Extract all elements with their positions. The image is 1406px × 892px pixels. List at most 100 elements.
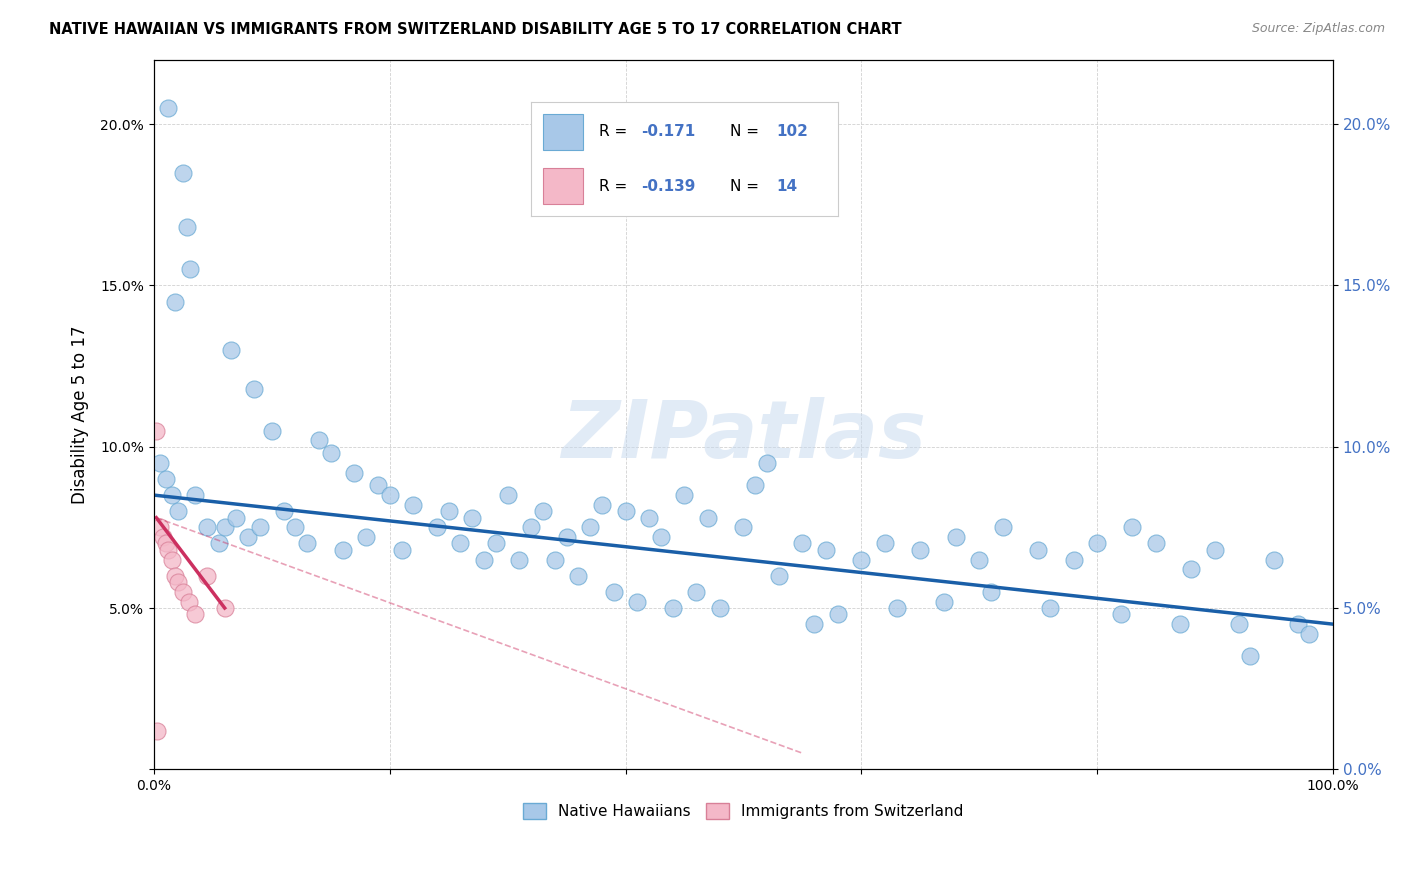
Point: [873, 536, 896, 550]
Point: [155, 536, 177, 550]
Point: [208, 536, 231, 550]
Point: [145, 424, 167, 438]
Point: [1144, 536, 1167, 550]
Point: [165, 294, 187, 309]
Point: [579, 520, 602, 534]
Point: [508, 552, 530, 566]
Point: [273, 504, 295, 518]
Point: [391, 543, 413, 558]
Point: [1085, 536, 1108, 550]
Point: [638, 510, 661, 524]
Point: [179, 262, 201, 277]
Point: [461, 510, 484, 524]
Point: [184, 488, 207, 502]
Point: [697, 510, 720, 524]
Point: [1239, 649, 1261, 664]
Point: [238, 530, 260, 544]
Point: [709, 601, 731, 615]
Text: Source: ZipAtlas.com: Source: ZipAtlas.com: [1251, 22, 1385, 36]
Point: [991, 520, 1014, 534]
Point: [437, 504, 460, 518]
Point: [744, 478, 766, 492]
Point: [152, 530, 174, 544]
Point: [378, 488, 401, 502]
Point: [172, 585, 194, 599]
Point: [531, 504, 554, 518]
Point: [319, 446, 342, 460]
Point: [851, 552, 873, 566]
Point: [402, 498, 425, 512]
Point: [792, 536, 814, 550]
Point: [1039, 601, 1062, 615]
Point: [426, 520, 449, 534]
Point: [814, 543, 837, 558]
Text: NATIVE HAWAIIAN VS IMMIGRANTS FROM SWITZERLAND DISABILITY AGE 5 TO 17 CORRELATIO: NATIVE HAWAIIAN VS IMMIGRANTS FROM SWITZ…: [49, 22, 901, 37]
Point: [768, 568, 790, 582]
Point: [157, 543, 180, 558]
Point: [308, 434, 330, 448]
Point: [284, 520, 307, 534]
Point: [485, 536, 508, 550]
Point: [1168, 617, 1191, 632]
Point: [1263, 552, 1285, 566]
Point: [932, 594, 955, 608]
Point: [733, 520, 755, 534]
Point: [165, 568, 187, 582]
Point: [650, 530, 672, 544]
Point: [195, 568, 218, 582]
Point: [910, 543, 932, 558]
Point: [343, 466, 366, 480]
Point: [1026, 543, 1049, 558]
Point: [243, 382, 266, 396]
Point: [249, 520, 271, 534]
Point: [803, 617, 825, 632]
Point: [1180, 562, 1202, 576]
Point: [945, 530, 967, 544]
Point: [980, 585, 1002, 599]
Point: [354, 530, 377, 544]
Text: ZIPatlas: ZIPatlas: [561, 397, 927, 475]
Point: [260, 424, 283, 438]
Point: [661, 601, 683, 615]
Point: [614, 504, 637, 518]
Point: [1063, 552, 1085, 566]
Point: [166, 575, 188, 590]
Point: [297, 536, 319, 550]
Point: [214, 601, 236, 615]
Point: [149, 520, 172, 534]
Point: [149, 456, 172, 470]
Point: [591, 498, 613, 512]
Point: [179, 594, 201, 608]
Point: [160, 488, 183, 502]
Point: [1121, 520, 1143, 534]
Point: [685, 585, 707, 599]
Point: [496, 488, 519, 502]
Point: [195, 520, 218, 534]
Point: [155, 472, 177, 486]
Point: [1109, 607, 1132, 622]
Point: [472, 552, 495, 566]
Point: [567, 568, 589, 582]
Y-axis label: Disability Age 5 to 17: Disability Age 5 to 17: [72, 326, 89, 504]
Point: [146, 723, 169, 738]
Point: [160, 552, 183, 566]
Point: [520, 520, 543, 534]
Point: [673, 488, 696, 502]
Point: [225, 510, 247, 524]
Point: [603, 585, 626, 599]
Point: [184, 607, 207, 622]
Point: [1286, 617, 1309, 632]
Legend: Native Hawaiians, Immigrants from Switzerland: Native Hawaiians, Immigrants from Switze…: [517, 797, 970, 825]
Point: [1298, 627, 1320, 641]
Point: [555, 530, 578, 544]
Point: [332, 543, 354, 558]
Point: [176, 220, 198, 235]
Point: [367, 478, 389, 492]
Point: [626, 594, 648, 608]
Point: [450, 536, 472, 550]
Point: [157, 101, 180, 115]
Point: [1227, 617, 1250, 632]
Point: [967, 552, 990, 566]
Point: [172, 165, 194, 179]
Point: [166, 504, 188, 518]
